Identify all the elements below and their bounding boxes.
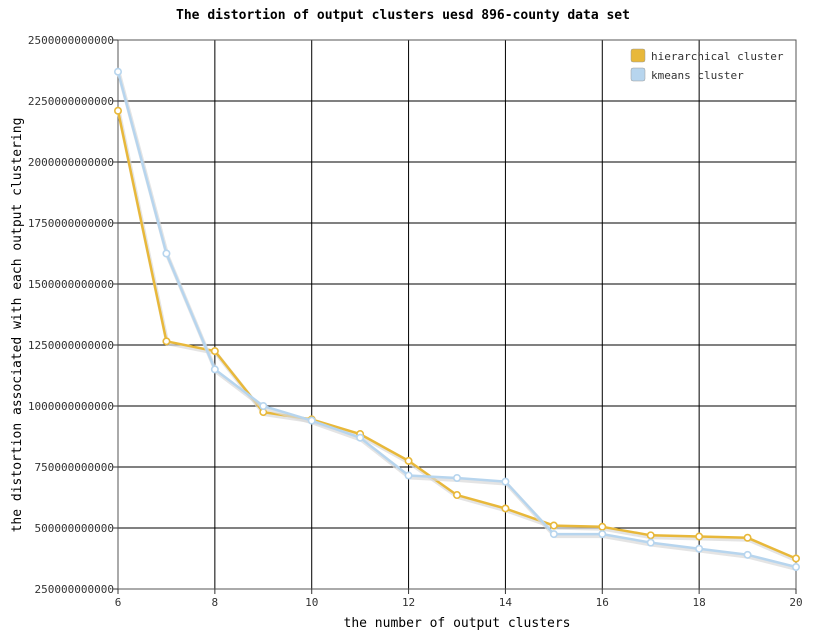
data-point <box>549 530 558 539</box>
legend-label-hierarchical: hierarchical cluster <box>651 50 784 63</box>
y-tick-label: 1000000000000 <box>28 400 114 413</box>
chart-title: The distortion of output clusters uesd 8… <box>176 8 630 23</box>
data-point <box>646 531 655 540</box>
data-point <box>598 530 607 539</box>
data-point <box>210 365 219 374</box>
y-axis-ticks: 250000000000 500000000000 750000000000 1000… <box>28 34 118 596</box>
legend: hierarchical cluster kmeans cluster <box>630 48 784 82</box>
x-tick-label: 12 <box>402 596 415 609</box>
plot-frame <box>117 39 797 590</box>
x-tick-label: 6 <box>115 596 122 609</box>
x-tick-label: 16 <box>596 596 609 609</box>
x-tick-label: 18 <box>693 596 706 609</box>
data-point <box>114 67 123 76</box>
data-point <box>743 550 752 559</box>
y-tick-label: 1500000000000 <box>28 278 114 291</box>
data-point <box>259 401 268 410</box>
data-point <box>452 473 461 482</box>
data-point <box>404 471 413 480</box>
y-tick-label: 2000000000000 <box>28 156 114 169</box>
grid <box>117 39 797 590</box>
y-tick-label: 750000000000 <box>35 461 114 474</box>
data-point <box>356 433 365 442</box>
y-tick-label: 500000000000 <box>35 522 114 535</box>
series <box>114 67 800 572</box>
y-tick-label: 1250000000000 <box>28 339 114 352</box>
x-tick-label: 20 <box>789 596 802 609</box>
data-point <box>162 249 171 258</box>
data-point <box>791 563 800 572</box>
data-point <box>162 337 171 346</box>
x-tick-label: 10 <box>305 596 318 609</box>
x-axis-ticks: 6 8 10 12 14 16 18 20 <box>115 589 803 609</box>
data-point <box>791 554 800 563</box>
x-tick-label: 8 <box>212 596 219 609</box>
y-axis-title: the distortion associated with each outp… <box>10 118 25 533</box>
y-tick-label: 2500000000000 <box>28 34 114 47</box>
legend-label-kmeans: kmeans cluster <box>651 69 744 82</box>
data-point <box>501 477 510 486</box>
data-point <box>501 504 510 513</box>
series-1 <box>114 67 800 572</box>
data-point <box>695 532 704 541</box>
data-point <box>695 544 704 553</box>
x-axis-title: the number of output clusters <box>344 616 571 631</box>
y-tick-label: 1750000000000 <box>28 217 114 230</box>
y-tick-label: 250000000000 <box>35 583 114 596</box>
data-point <box>598 522 607 531</box>
data-point <box>743 533 752 542</box>
legend-swatch-hierarchical <box>630 48 646 63</box>
series-0 <box>114 106 800 563</box>
data-point <box>646 538 655 547</box>
data-point <box>549 521 558 530</box>
data-point <box>404 456 413 465</box>
y-tick-label: 2250000000000 <box>28 95 114 108</box>
x-tick-label: 14 <box>499 596 513 609</box>
data-point <box>452 491 461 500</box>
data-point <box>307 416 316 425</box>
legend-swatch-kmeans <box>630 67 646 82</box>
data-point <box>114 106 123 115</box>
data-point <box>210 347 219 356</box>
